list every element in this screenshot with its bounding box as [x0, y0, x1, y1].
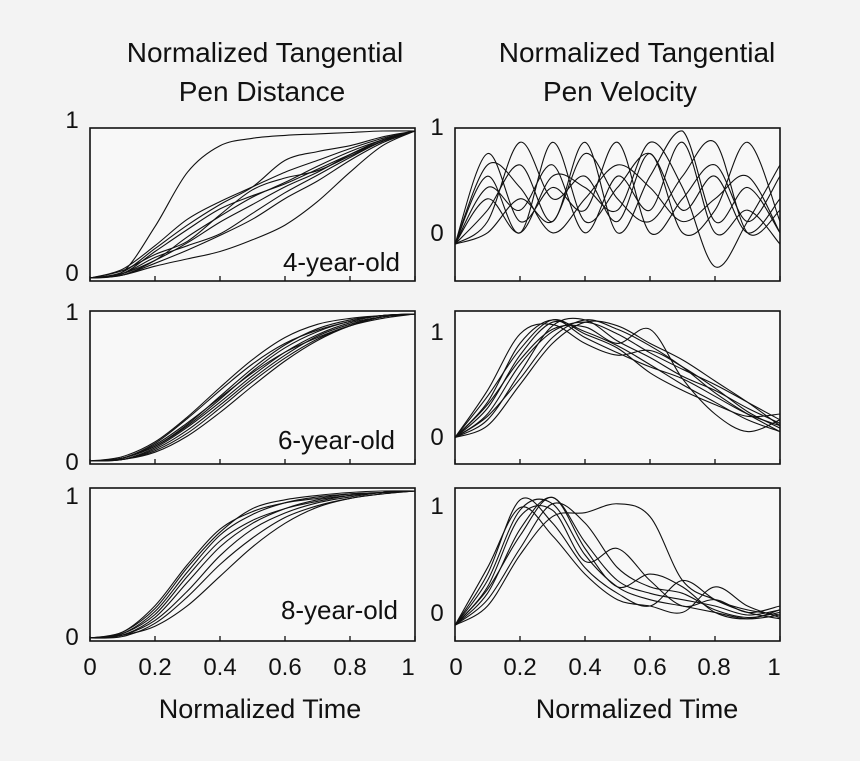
series-line-panel5-6	[454, 496, 781, 626]
series-line-panel1-7	[454, 141, 781, 268]
series-line-panel1-0	[454, 141, 781, 245]
ytick-8yo-vel-0: 0	[430, 600, 443, 627]
series-line-panel1-3	[454, 141, 781, 245]
series-line-panel3-1	[454, 319, 781, 438]
series-line-panel0-3	[89, 130, 416, 279]
ytick-6yo-dist-1: 1	[65, 299, 78, 326]
xtick-left-0.8: 0.8	[333, 654, 366, 681]
series-line-panel1-4	[454, 141, 781, 245]
series-line-panel1-5	[454, 139, 781, 245]
series-line-panel4-7	[89, 490, 416, 639]
xtick-right-0.4: 0.4	[568, 654, 601, 681]
col-title-distance-line2: Pen Distance	[179, 76, 346, 107]
xtick-left-0.2: 0.2	[138, 654, 171, 681]
ytick-4yo-dist-0: 0	[65, 260, 78, 287]
series-line-panel2-6	[89, 313, 416, 462]
xtick-left-1: 1	[401, 654, 414, 681]
ytick-6yo-vel-1: 1	[430, 319, 443, 346]
series-line-panel4-3	[89, 490, 416, 639]
xtick-right-0.6: 0.6	[633, 654, 666, 681]
series-line-panel2-4	[89, 313, 416, 462]
ytick-8yo-dist-0: 0	[65, 624, 78, 651]
label-4-year-old: 4-year-old	[283, 247, 400, 277]
series-line-panel1-1	[454, 130, 781, 245]
xtick-left-0.4: 0.4	[203, 654, 236, 681]
ytick-8yo-vel-1: 1	[430, 493, 443, 520]
series-line-panel5-7	[454, 506, 781, 626]
ytick-6yo-vel-0: 0	[430, 424, 443, 451]
series-line-panel4-4	[89, 490, 416, 639]
series-line-panel5-1	[454, 496, 781, 626]
panel-frame-8yo-distance	[89, 487, 416, 642]
ytick-4yo-vel-1: 1	[430, 114, 443, 141]
col-title-distance-line1: Normalized Tangential	[127, 37, 404, 68]
series-line-panel1-2	[454, 141, 781, 245]
series-line-panel2-1	[89, 313, 416, 462]
xtick-left-0.6: 0.6	[268, 654, 301, 681]
curves-layer	[89, 130, 781, 641]
series-line-panel3-8	[454, 320, 781, 439]
series-line-panel1-6	[454, 162, 781, 245]
xtick-right-0.2: 0.2	[503, 654, 536, 681]
series-line-panel0-4	[89, 130, 416, 279]
label-8-year-old: 8-year-old	[281, 595, 398, 625]
series-line-panel3-7	[454, 324, 781, 438]
ytick-6yo-dist-0: 0	[65, 449, 78, 476]
label-6-year-old: 6-year-old	[278, 425, 395, 455]
series-line-panel2-7	[89, 313, 416, 462]
series-line-panel5-4	[454, 505, 781, 626]
col-title-velocity-line2: Pen Velocity	[543, 76, 697, 107]
series-line-panel2-8	[89, 313, 416, 462]
series-line-panel0-0	[89, 130, 416, 279]
series-line-panel4-2	[89, 490, 416, 639]
series-line-panel2-5	[89, 313, 416, 462]
ytick-4yo-vel-0: 0	[430, 220, 443, 247]
series-line-panel0-5	[89, 130, 416, 279]
series-line-panel3-0	[454, 320, 781, 438]
series-line-panel5-5	[454, 503, 781, 626]
xtick-right-1: 1	[767, 654, 780, 681]
series-line-panel5-3	[454, 502, 781, 626]
ytick-4yo-dist-1: 1	[65, 107, 78, 134]
series-line-panel3-6	[454, 319, 781, 438]
xtick-right-0.8: 0.8	[697, 654, 730, 681]
series-line-panel3-3	[454, 323, 781, 438]
col-title-velocity-line1: Normalized Tangential	[499, 37, 776, 68]
xtick-right-0: 0	[449, 654, 462, 681]
xlabel-right: Normalized Time	[536, 694, 739, 724]
ytick-8yo-dist-1: 1	[65, 483, 78, 510]
series-line-panel0-9	[89, 130, 416, 279]
xtick-left-0: 0	[83, 654, 96, 681]
series-line-panel4-6	[89, 490, 416, 639]
panel-frame-6yo-distance	[89, 310, 416, 465]
series-line-panel0-2	[89, 130, 416, 279]
series-line-panel3-5	[454, 319, 781, 438]
xlabel-left: Normalized Time	[159, 694, 362, 724]
series-line-panel0-7	[89, 130, 416, 279]
series-line-panel0-8	[89, 130, 416, 279]
series-line-panel0-6	[89, 130, 416, 279]
series-line-panel3-4	[454, 321, 781, 438]
